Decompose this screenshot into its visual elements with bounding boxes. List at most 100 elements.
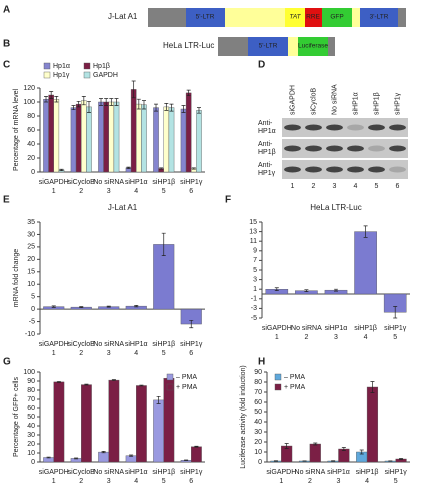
y-tick-label: 70 xyxy=(27,396,35,403)
segment xyxy=(248,37,288,56)
bar xyxy=(98,101,104,173)
y-tick-label: 30 xyxy=(27,432,35,439)
blot-band xyxy=(305,124,322,131)
error-bar xyxy=(106,305,111,308)
x-tick-label: siCycloB xyxy=(68,179,96,186)
error-bar xyxy=(186,89,191,97)
error-bar xyxy=(84,383,89,386)
segment xyxy=(298,37,328,56)
error-bar xyxy=(359,449,364,455)
y-tick-label: 20 xyxy=(254,439,262,446)
bar xyxy=(180,108,187,173)
error-bar xyxy=(156,395,161,404)
bar xyxy=(48,94,54,173)
panel-label: D xyxy=(258,60,265,71)
y-tick-label: 30 xyxy=(254,429,262,436)
bar xyxy=(191,446,202,463)
y-tick-label: 60 xyxy=(27,405,35,412)
bar xyxy=(130,89,137,173)
lane-label: siHP1β xyxy=(373,92,380,115)
legend-label: + PMA xyxy=(284,384,306,391)
y-tick-label: 40 xyxy=(27,141,35,148)
blot-band xyxy=(326,145,343,152)
x-tick-label: siGAPDH xyxy=(39,341,69,348)
bar xyxy=(354,231,377,295)
error-bar xyxy=(159,167,164,170)
segment xyxy=(285,8,305,27)
segment xyxy=(322,8,352,27)
legend-label: Hp1α xyxy=(53,63,70,70)
y-axis-label: Percentage of GFP+ cells xyxy=(13,377,20,457)
x-tick-label: siGAPDH xyxy=(262,325,292,332)
legend-label: Hp1γ xyxy=(53,72,70,79)
error-bar xyxy=(164,103,169,111)
lane-number: 5 xyxy=(375,183,379,190)
bar xyxy=(81,384,92,463)
error-bar xyxy=(81,96,86,106)
x-tick-label: siHP1α xyxy=(125,469,148,476)
blot-band xyxy=(389,145,406,152)
x-tick-label: siHP1α xyxy=(327,469,350,476)
segment-label: GFP xyxy=(330,14,343,21)
error-bar xyxy=(109,98,114,106)
segment-label: RRE xyxy=(306,14,320,21)
x-tick-label: No siRNA xyxy=(295,469,326,476)
bar xyxy=(153,399,164,463)
error-bar xyxy=(76,100,81,108)
x-tick-label: siHP1γ xyxy=(385,469,408,476)
y-tick-label: 80 xyxy=(27,113,35,120)
blot-band xyxy=(326,166,343,173)
blot-band xyxy=(368,124,385,131)
bar xyxy=(108,101,115,173)
y-tick-label: 15 xyxy=(27,269,35,276)
error-bar xyxy=(131,80,136,99)
x-tick-label: siCycloB xyxy=(68,469,96,476)
y-tick-label: 25 xyxy=(27,244,35,251)
y-tick-label: -5 xyxy=(29,318,35,325)
x-tick-number: 5 xyxy=(393,334,397,341)
panel-label: F xyxy=(225,195,231,206)
bar xyxy=(53,381,65,463)
segment-label: Luciferase xyxy=(298,43,328,50)
x-tick-number: 1 xyxy=(279,478,283,485)
x-tick-number: 1 xyxy=(52,188,56,195)
bar xyxy=(196,110,202,173)
error-bar xyxy=(154,103,159,112)
error-bar xyxy=(363,225,368,238)
error-bar xyxy=(189,319,194,329)
bar xyxy=(113,101,120,173)
x-tick-number: 6 xyxy=(189,350,193,357)
row-label: Anti- xyxy=(258,162,273,169)
legend-swatch xyxy=(274,383,282,391)
x-tick-label: siGAPDH xyxy=(39,469,69,476)
error-bar xyxy=(54,96,59,103)
segment xyxy=(360,8,398,27)
lane-label: siGAPDH xyxy=(289,85,296,115)
legend-label: GAPDH xyxy=(93,72,118,79)
y-tick-label: -10 xyxy=(25,331,35,338)
bar xyxy=(185,92,192,173)
x-tick-label: siHP1γ xyxy=(180,179,203,186)
blot-band xyxy=(368,145,385,152)
error-bar xyxy=(111,379,116,381)
error-bar xyxy=(274,287,279,291)
x-tick-number: 1 xyxy=(275,334,279,341)
x-tick-label: siHP1α xyxy=(125,341,148,348)
construct-name: J-Lat A1 xyxy=(108,12,138,21)
bar xyxy=(103,101,109,173)
y-tick-label: 30 xyxy=(27,231,35,238)
y-tick-label: 9 xyxy=(253,248,257,255)
error-bar xyxy=(393,306,398,319)
legend-swatch xyxy=(166,383,174,391)
y-tick-label: 35 xyxy=(27,219,35,226)
y-tick-label: 20 xyxy=(27,256,35,263)
bar xyxy=(168,107,175,173)
error-bar xyxy=(184,459,189,461)
segment-label: 5'-LTR xyxy=(196,14,215,21)
panel-label: B xyxy=(3,39,10,50)
y-tick-label: 1 xyxy=(253,286,257,293)
bar xyxy=(53,98,60,173)
bar xyxy=(98,451,109,463)
error-bar xyxy=(71,105,76,111)
bar xyxy=(108,379,120,463)
